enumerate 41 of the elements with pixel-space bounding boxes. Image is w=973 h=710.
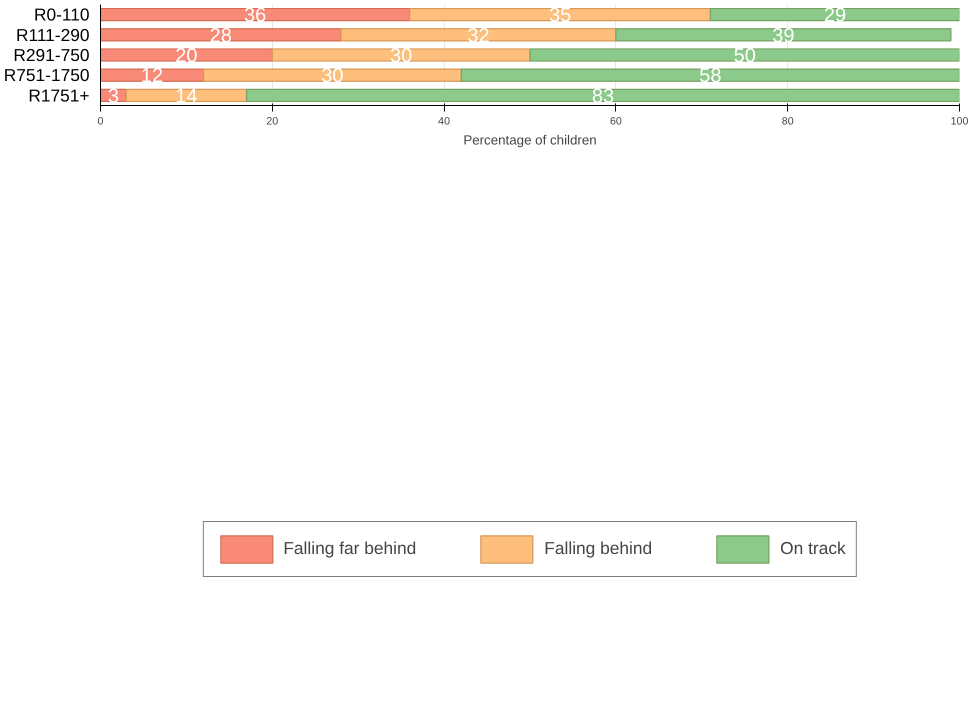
- bar: [460, 68, 960, 82]
- x-tick-label: 80: [782, 116, 794, 128]
- x-tick-label: 40: [438, 116, 450, 128]
- data-label: 83: [592, 85, 614, 108]
- bar: [710, 8, 960, 22]
- data-label: 36: [244, 4, 266, 27]
- bar: [100, 8, 410, 22]
- y-tick-label: R751-1750: [4, 65, 90, 86]
- data-label: 12: [140, 65, 164, 88]
- data-label: 35: [548, 4, 572, 27]
- x-tick-label: 100: [950, 116, 968, 128]
- y-tick-label: R111-290: [16, 24, 90, 45]
- legend-label: On track: [780, 538, 846, 559]
- bar: [615, 28, 952, 42]
- bar: [409, 8, 711, 22]
- data-label: 29: [824, 4, 846, 27]
- data-label: 39: [772, 24, 795, 47]
- bar: [202, 68, 462, 82]
- bar: [529, 48, 960, 62]
- data-label: 58: [699, 65, 722, 88]
- bar: [100, 68, 204, 82]
- x-axis-title: Percentage of children: [463, 132, 597, 148]
- x-tick-label: 20: [266, 116, 278, 128]
- data-label: 30: [390, 45, 412, 67]
- legend-label: Falling far behind: [283, 538, 416, 559]
- data-label: 30: [321, 65, 344, 88]
- x-tick-label: 0: [98, 116, 104, 128]
- data-label: 20: [175, 45, 198, 67]
- y-tick-label: R0-110: [34, 4, 90, 25]
- data-label: 50: [734, 45, 756, 67]
- bar: [126, 88, 248, 102]
- bar: [340, 28, 616, 42]
- y-tick-label: R1751+: [28, 85, 90, 106]
- bar: [100, 48, 273, 62]
- legend-label: Falling behind: [544, 538, 652, 559]
- x-tick-label: 60: [610, 116, 622, 128]
- bar: [246, 88, 960, 102]
- bar: [100, 28, 342, 42]
- data-label: 3: [108, 85, 119, 108]
- bar: [272, 48, 531, 62]
- y-tick-label: R291-750: [13, 45, 90, 65]
